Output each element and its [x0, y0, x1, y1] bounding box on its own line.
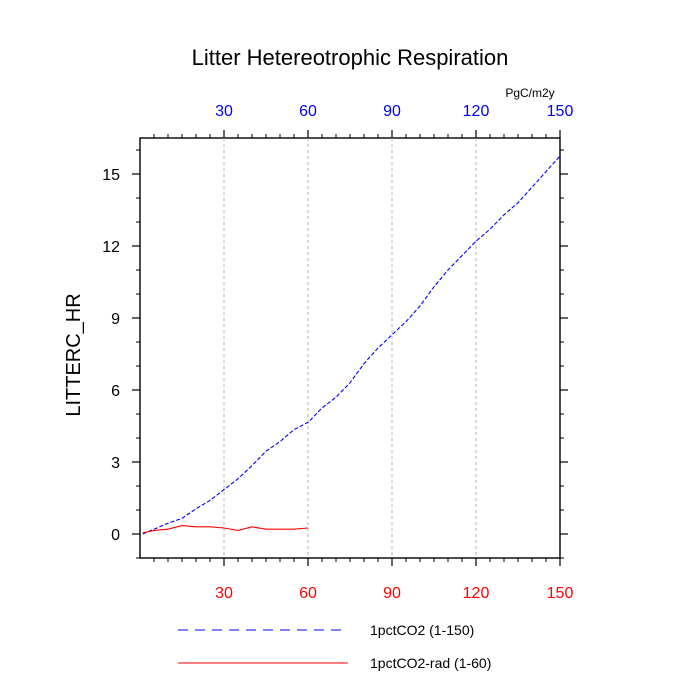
x-tick-label-bottom: 30	[215, 585, 233, 602]
x-tick-label-bottom: 150	[547, 585, 574, 602]
legend: 1pctCO2 (1-150) 1pctCO2-rad (1-60)	[178, 622, 491, 671]
chart-title: Litter Hetereotrophic Respiration	[192, 45, 509, 70]
plot-frame	[139, 137, 561, 559]
y-tick-label: 12	[102, 239, 120, 256]
gridlines	[223, 138, 477, 558]
x-tick-label-top: 120	[463, 103, 490, 120]
x-tick-label-top: 150	[547, 103, 574, 120]
y-tick-label: 6	[111, 383, 120, 400]
series-line-1	[142, 155, 561, 535]
x-tick-label-top: 90	[383, 103, 401, 120]
series-layer	[142, 155, 561, 535]
axis-ticks: 30 60 90 120 150 30 60 90 120 150 0 3 6 9 12 15	[102, 103, 573, 602]
legend-label-1: 1pctCO2 (1-150)	[370, 622, 474, 638]
x-tick-label-top: 60	[299, 103, 317, 120]
units-label: PgC/m2y	[505, 86, 554, 100]
legend-label-2: 1pctCO2-rad (1-60)	[370, 655, 491, 671]
x-tick-label-bottom: 120	[463, 585, 490, 602]
y-tick-label: 15	[102, 167, 120, 184]
y-tick-label: 9	[111, 311, 120, 328]
x-tick-label-top: 30	[215, 103, 233, 120]
y-axis-label: LITTERC_HR	[63, 293, 85, 416]
x-tick-label-bottom: 90	[383, 585, 401, 602]
y-tick-label: 0	[111, 527, 120, 544]
y-tick-label: 3	[111, 455, 120, 472]
series-line-2	[142, 525, 309, 534]
x-tick-label-bottom: 60	[299, 585, 317, 602]
